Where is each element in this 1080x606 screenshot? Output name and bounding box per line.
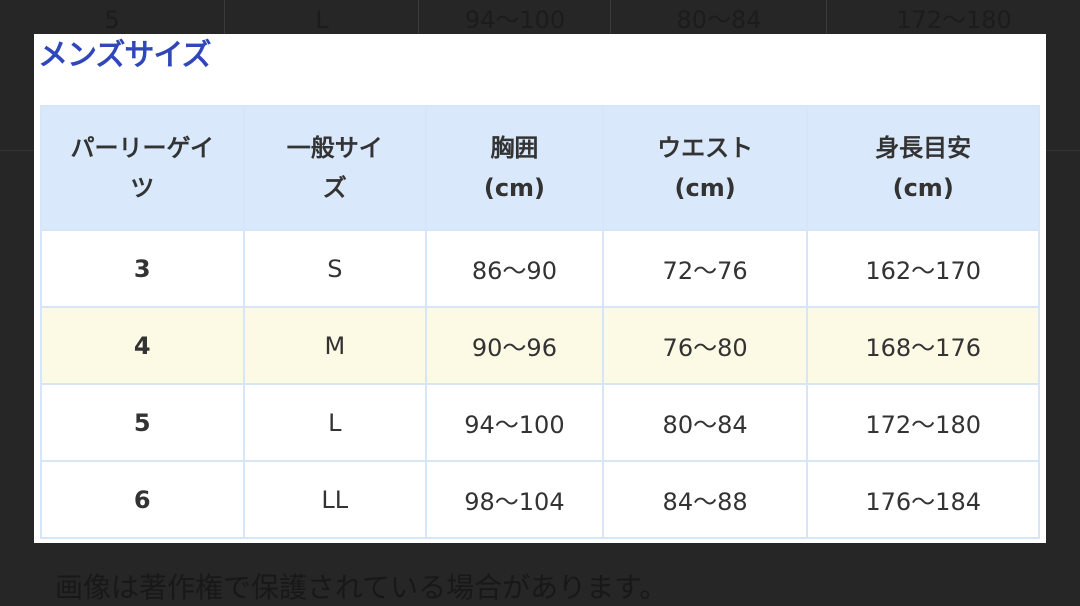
- table-cell: 172〜180: [806, 383, 1040, 462]
- table-cell: 76〜80: [601, 306, 809, 385]
- column-header: 胸囲 (cm): [425, 105, 604, 231]
- copyright-caption: 画像は著作権で保護されている場合があります。: [55, 571, 668, 604]
- table-cell: 168〜176: [806, 306, 1040, 385]
- table-row: 5 L 94〜100 80〜84 172〜180: [40, 383, 1040, 462]
- table-cell: 6: [40, 460, 245, 539]
- table-cell: 4: [40, 306, 245, 385]
- column-header-line: (cm): [483, 174, 546, 202]
- column-header-line: (cm): [674, 174, 736, 202]
- column-header: 身長目安 (cm): [806, 105, 1040, 231]
- table-cell: 5: [40, 383, 245, 462]
- panel-title: メンズサイズ: [38, 38, 211, 73]
- table-cell: 162〜170: [806, 229, 1040, 308]
- size-table: パーリーゲイツ一般サイズ胸囲 (cm) ウエスト (cm) 身長目安 (cm) 3 S 86〜…: [40, 105, 1040, 539]
- header-row: パーリーゲイツ一般サイズ胸囲 (cm) ウエスト (cm) 身長目安 (cm): [40, 105, 1040, 231]
- table-cell: 94〜100: [425, 383, 604, 462]
- column-header-line: ウエスト: [657, 134, 754, 162]
- column-header: パーリーゲイツ: [40, 105, 245, 231]
- column-header-line: (cm): [892, 174, 954, 202]
- column-header: 一般サイズ: [242, 105, 428, 231]
- table-cell: LL: [242, 460, 428, 539]
- column-header-line: ズ: [322, 174, 347, 202]
- table-cell: 80〜84: [601, 383, 809, 462]
- bg-cell: 80〜84: [610, 0, 827, 150]
- table-row: 6 LL 98〜104 84〜88 176〜184: [40, 460, 1040, 539]
- table-cell: 84〜88: [601, 460, 809, 539]
- table-cell: 90〜96: [425, 306, 604, 385]
- image-preview-panel[interactable]: メンズサイズ パーリーゲイツ一般サイズ胸囲 (cm) ウエスト (cm) 身長目安 (cm…: [34, 34, 1046, 543]
- bg-cell: 172〜180: [826, 0, 1080, 150]
- column-header-line: 身長目安: [875, 134, 972, 162]
- table-cell: 176〜184: [806, 460, 1040, 539]
- table-cell: M: [242, 306, 428, 385]
- column-header: ウエスト (cm): [601, 105, 809, 231]
- table-cell: S: [242, 229, 428, 308]
- table-cell: 98〜104: [425, 460, 604, 539]
- table-row: 4 M 90〜96 76〜80 168〜176: [40, 306, 1040, 385]
- column-header-line: ツ: [130, 174, 155, 202]
- table-cell: 3: [40, 229, 245, 308]
- background-table-row: 5 L 94〜100 80〜84 172〜180: [0, 0, 1080, 151]
- table-cell: 72〜76: [601, 229, 809, 308]
- column-header-line: 胸囲: [490, 134, 539, 162]
- table-row: 3 S 86〜90 72〜76 162〜170: [40, 229, 1040, 308]
- table-cell: L: [242, 383, 428, 462]
- bg-cell: 5: [104, 6, 120, 34]
- column-header-line: パーリーゲイ: [70, 134, 215, 162]
- column-header-line: 一般サイ: [286, 134, 383, 162]
- table-cell: 86〜90: [425, 229, 604, 308]
